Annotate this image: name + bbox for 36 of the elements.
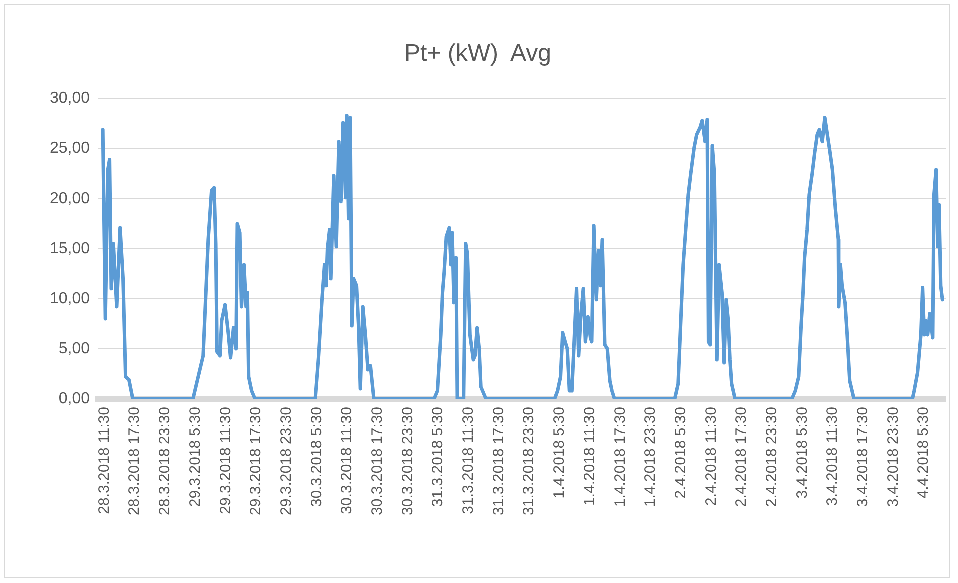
x-tick-label: 4.4.2018 5:30 [915, 407, 932, 499]
x-tick-label: 1.4.2018 23:30 [642, 407, 660, 508]
y-tick-label: 25,00 [50, 140, 90, 158]
x-tick-label: 3.4.2018 17:30 [854, 407, 872, 508]
x-tick-label: 31.3.2018 11:30 [460, 407, 478, 514]
x-tick-label: 31.3.2018 17:30 [490, 407, 508, 516]
x-tick-label: 29.3.2018 11:30 [217, 407, 234, 514]
x-tick-label: 29.3.2018 5:30 [186, 407, 204, 508]
x-tick-label: 3.4.2018 5:30 [794, 407, 811, 499]
y-tick-label: 30,00 [50, 90, 90, 108]
x-tick-label: 2.4.2018 23:30 [763, 407, 780, 508]
x-tick-label: 31.3.2018 5:30 [430, 407, 447, 508]
x-tick-label: 30.3.2018 17:30 [368, 407, 386, 516]
x-tick-label: 28.3.2018 23:30 [156, 407, 174, 516]
x-tick-label: 3.4.2018 23:30 [884, 407, 902, 508]
y-tick-label: 5,00 [58, 340, 90, 358]
x-tick-label: 30.3.2018 11:30 [338, 407, 356, 514]
y-tick-label: 15,00 [50, 240, 90, 258]
x-tick-label: 28.3.2018 17:30 [126, 407, 144, 516]
x-tick-label: 1.4.2018 5:30 [551, 407, 568, 499]
x-tick-label: 1.4.2018 17:30 [612, 407, 629, 508]
y-tick-label: 0,00 [58, 390, 90, 408]
x-tick-label: 30.3.2018 23:30 [399, 407, 416, 516]
x-tick-label: 28.3.2018 11:30 [96, 407, 113, 514]
x-tick-label: 31.3.2018 23:30 [520, 407, 538, 516]
x-tick-label: 2.4.2018 11:30 [702, 407, 720, 506]
x-tick-label: 1.4.2018 11:30 [581, 407, 598, 506]
x-tick-label: 2.4.2018 17:30 [733, 407, 750, 508]
chart-title: Pt+ (kW) Avg [404, 40, 552, 68]
x-tick-label: 30.3.2018 5:30 [308, 407, 326, 508]
y-tick-label: 20,00 [50, 190, 90, 208]
x-tick-label: 3.4.2018 11:30 [824, 407, 842, 506]
x-tick-label: 2.4.2018 5:30 [672, 407, 690, 499]
x-tick-label: 29.3.2018 23:30 [278, 407, 295, 516]
y-tick-label: 10,00 [50, 290, 90, 308]
x-tick-label: 29.3.2018 17:30 [248, 407, 265, 516]
